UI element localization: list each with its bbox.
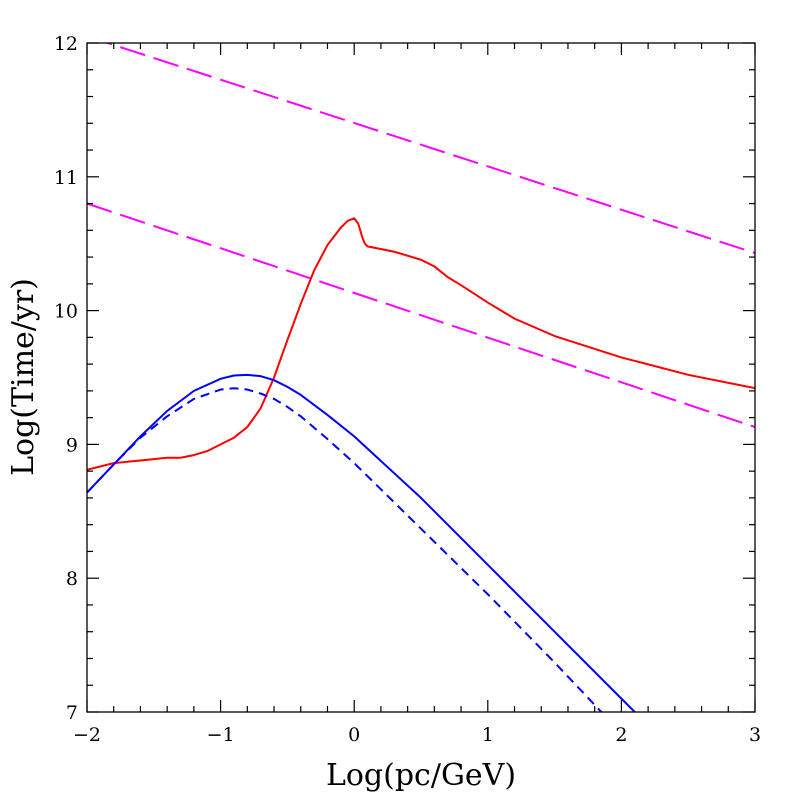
tick-layer: [86, 42, 756, 713]
y-axis-label: Log(Time/yr): [6, 278, 41, 476]
plot-frame: [86, 42, 756, 713]
series-line-4: [87, 373, 636, 712]
series-line-3: [87, 217, 755, 471]
y-tick-label: 12: [54, 33, 78, 55]
x-tick-label: −2: [73, 724, 101, 746]
series-layer: [87, 43, 755, 712]
x-tick-label: 2: [615, 724, 627, 746]
x-tick-label: −1: [207, 724, 235, 746]
y-tick-label: 11: [54, 167, 78, 189]
series-line-1: [104, 43, 755, 255]
series-line-5: [87, 387, 603, 712]
y-tick-label: 10: [54, 301, 78, 323]
y-tick-label: 8: [66, 568, 78, 590]
y-tick-label: 9: [66, 434, 78, 456]
series-line-2: [87, 202, 755, 428]
y-tick-label: 7: [66, 702, 78, 724]
x-axis-label: Log(pc/GeV): [326, 758, 516, 793]
x-tick-label: 1: [482, 724, 494, 746]
x-tick-label: 3: [749, 724, 761, 746]
x-tick-label: 0: [348, 724, 360, 746]
